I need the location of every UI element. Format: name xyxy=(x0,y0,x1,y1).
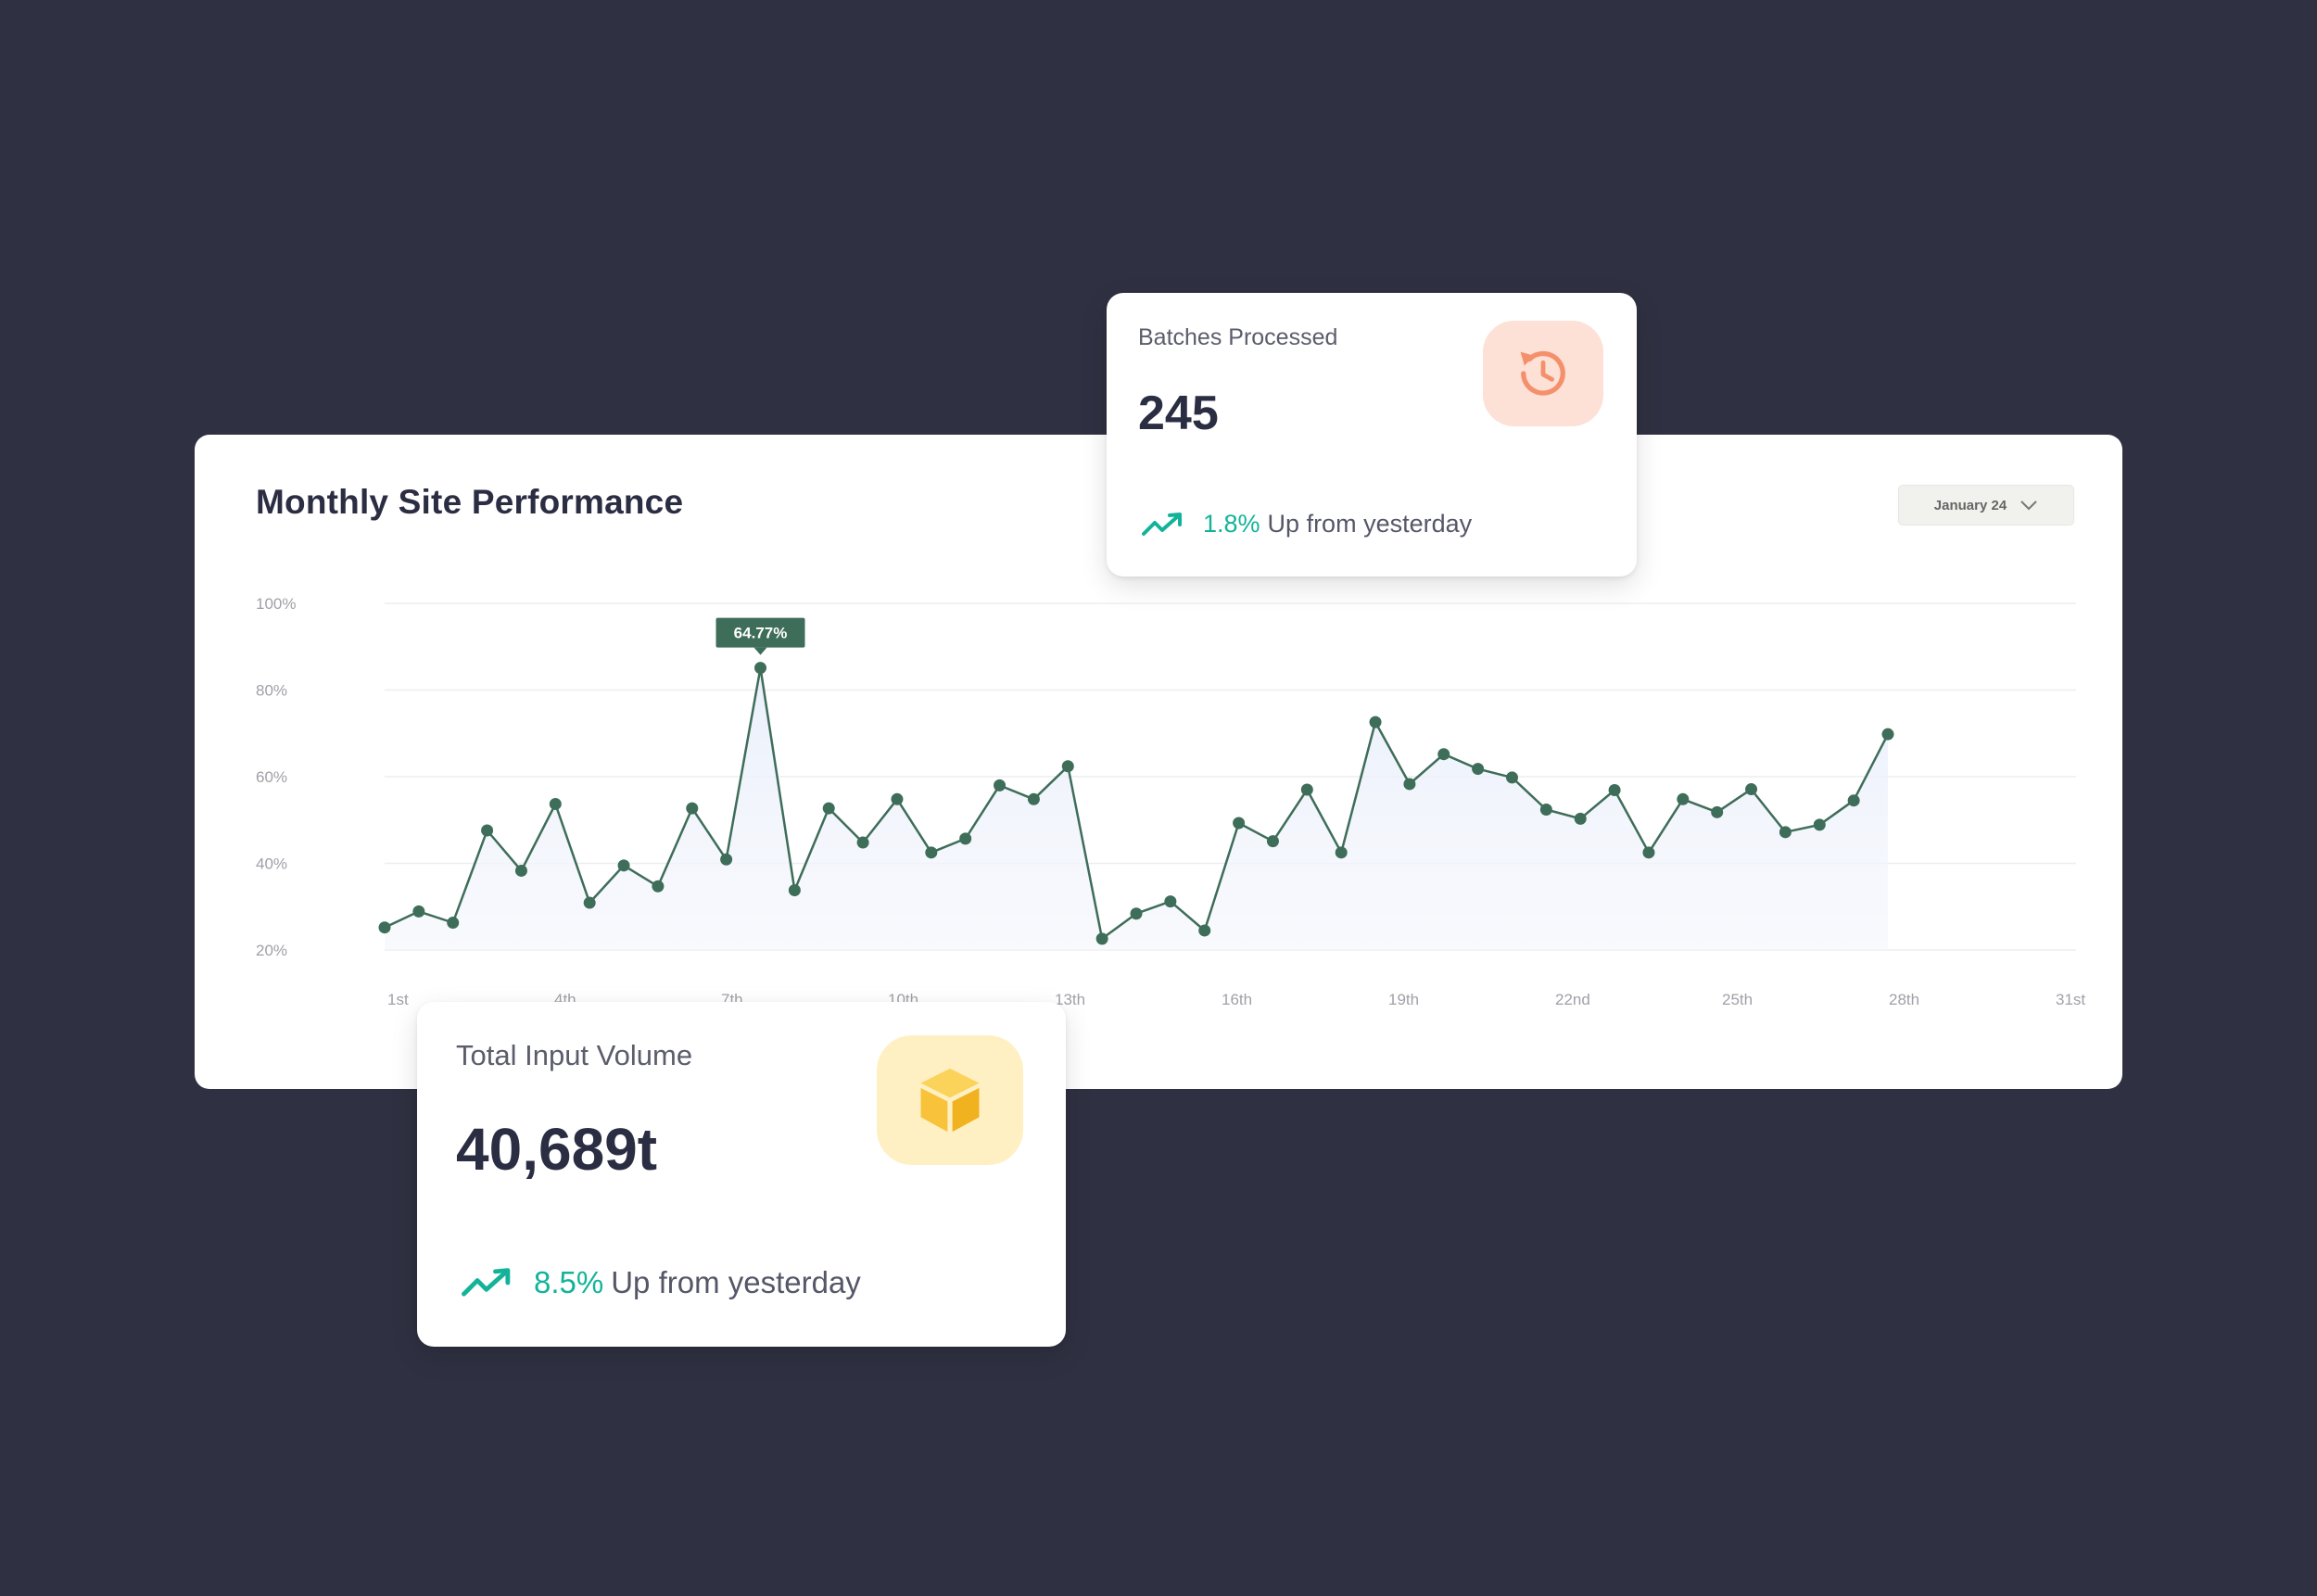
trending-up-icon xyxy=(1142,512,1182,536)
x-tick-label: 16th xyxy=(1222,991,1252,1008)
data-point[interactable] xyxy=(1164,895,1177,908)
box-icon xyxy=(920,1068,980,1133)
batches-icon-tile xyxy=(1483,321,1603,426)
data-point[interactable] xyxy=(481,824,494,837)
data-point[interactable] xyxy=(994,779,1007,792)
input-volume-trend: 8.5% Up from yesterday xyxy=(462,1265,861,1300)
data-point[interactable] xyxy=(1745,783,1758,796)
data-point[interactable] xyxy=(583,896,596,909)
data-point[interactable] xyxy=(1711,805,1724,818)
y-tick-label: 100% xyxy=(256,595,296,613)
data-point[interactable] xyxy=(1677,792,1690,805)
data-point[interactable] xyxy=(1472,763,1485,776)
data-point[interactable] xyxy=(1437,748,1450,761)
input-icon-tile xyxy=(877,1035,1023,1165)
data-point[interactable] xyxy=(1813,818,1826,831)
data-point[interactable] xyxy=(1027,792,1040,805)
data-point[interactable] xyxy=(822,802,835,815)
chevron-down-icon xyxy=(2020,500,2037,511)
data-point[interactable] xyxy=(1642,846,1655,859)
input-volume-trend-text: Up from yesterday xyxy=(611,1265,861,1299)
data-point[interactable] xyxy=(1061,760,1074,773)
month-dropdown-label: January 24 xyxy=(1933,497,2007,513)
batches-trend-percent: 1.8% xyxy=(1203,510,1260,538)
batches-trend: 1.8% Up from yesterday xyxy=(1142,510,1472,538)
history-clock-icon xyxy=(1520,350,1565,396)
series-area xyxy=(385,667,1888,950)
data-point[interactable] xyxy=(1881,728,1894,741)
data-point[interactable] xyxy=(959,832,972,845)
data-point[interactable] xyxy=(549,797,562,810)
data-point[interactable] xyxy=(1608,783,1621,796)
y-tick-label: 80% xyxy=(256,682,287,700)
input-volume-value: 40,689t xyxy=(456,1116,658,1183)
x-tick-label: 22nd xyxy=(1555,991,1590,1008)
trending-up-icon xyxy=(462,1268,511,1297)
line-chart: 20%40%60%80%100%1st 4th 7th 10th 13th 16th 19t… xyxy=(256,595,2085,1008)
data-point[interactable] xyxy=(1847,794,1860,807)
input-volume-trend-percent: 8.5% xyxy=(534,1265,604,1299)
data-point[interactable] xyxy=(1574,812,1587,825)
data-point[interactable] xyxy=(1130,907,1143,920)
data-point[interactable] xyxy=(1369,716,1382,728)
data-point[interactable] xyxy=(1403,778,1416,791)
total-input-volume-card: Total Input Volume 40,689t 8.5% Up from … xyxy=(417,1002,1066,1347)
tooltip-value: 64.77% xyxy=(734,625,788,642)
chart-title: Monthly Site Performance xyxy=(256,483,684,521)
data-point[interactable] xyxy=(1539,804,1552,817)
month-dropdown[interactable]: January 24 xyxy=(1898,485,2074,526)
x-tick-label: 19th xyxy=(1388,991,1419,1008)
y-tick-label: 20% xyxy=(256,942,287,959)
input-volume-label: Total Input Volume xyxy=(456,1039,693,1071)
data-point[interactable] xyxy=(1095,932,1108,945)
batches-value: 245 xyxy=(1138,386,1219,440)
data-point[interactable] xyxy=(1506,771,1518,784)
batches-trend-text: Up from yesterday xyxy=(1267,510,1473,538)
peak-tooltip: 64.77% xyxy=(715,617,805,655)
data-point[interactable] xyxy=(720,853,733,866)
data-point[interactable] xyxy=(686,802,699,815)
y-tick-label: 60% xyxy=(256,768,287,786)
data-point[interactable] xyxy=(1335,846,1348,859)
data-point[interactable] xyxy=(378,921,391,934)
x-tick-label: 31st xyxy=(2056,991,2085,1008)
data-point[interactable] xyxy=(891,792,904,805)
data-point[interactable] xyxy=(412,905,425,918)
data-point[interactable] xyxy=(1266,835,1279,848)
data-point[interactable] xyxy=(1198,924,1211,937)
data-point[interactable] xyxy=(617,859,630,872)
data-point[interactable] xyxy=(925,846,938,859)
x-tick-label: 1st xyxy=(387,991,409,1008)
data-point[interactable] xyxy=(856,836,869,849)
data-point[interactable] xyxy=(1300,783,1313,796)
data-point[interactable] xyxy=(1233,817,1246,830)
data-point[interactable] xyxy=(1779,826,1792,839)
x-tick-label: 13th xyxy=(1055,991,1085,1008)
batches-processed-card: Batches Processed 245 1.8% Up from yeste… xyxy=(1107,293,1637,576)
data-point[interactable] xyxy=(788,883,801,896)
x-tick-label: 28th xyxy=(1889,991,1919,1008)
y-tick-label: 40% xyxy=(256,855,287,873)
data-point[interactable] xyxy=(652,880,665,893)
batches-label: Batches Processed xyxy=(1138,324,1338,350)
data-point[interactable] xyxy=(514,864,527,877)
data-point[interactable] xyxy=(754,662,766,675)
x-tick-label: 25th xyxy=(1722,991,1753,1008)
data-point[interactable] xyxy=(447,917,460,930)
